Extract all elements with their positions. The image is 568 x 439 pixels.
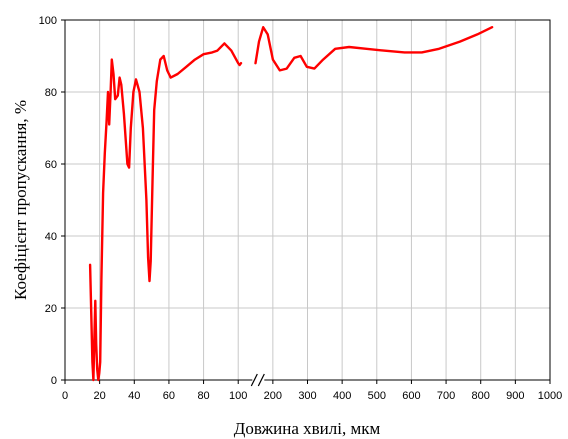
axis-break-mark	[250, 373, 265, 387]
y-tick-label: 80	[45, 87, 57, 99]
x-tick-label: 1000	[538, 390, 562, 402]
y-tick-label: 100	[39, 15, 57, 27]
x-tick-label: 20	[94, 390, 106, 402]
x-tick-label: 40	[128, 390, 140, 402]
x-tick-label: 400	[333, 390, 351, 402]
grid	[65, 20, 550, 380]
y-tick-label: 60	[45, 159, 57, 171]
data-series	[88, 26, 494, 382]
axis-break-slash	[250, 373, 258, 387]
y-tick-label: 20	[45, 303, 57, 315]
x-tick-label: 900	[506, 390, 524, 402]
x-tick-label: 600	[402, 390, 420, 402]
y-axis-title: Коефіцієнт пропускання, %	[11, 100, 30, 300]
x-tick-label: 500	[368, 390, 386, 402]
y-tick-label: 40	[45, 231, 57, 243]
series-line	[254, 26, 494, 72]
series-line	[88, 42, 243, 382]
x-tick-label: 100	[229, 390, 247, 402]
axis-ticks: 0 20 40 60 80 100 200 300 400 500 600 700 800 900 1000…	[39, 15, 563, 402]
x-tick-label: 200	[264, 390, 282, 402]
axis-break-gap	[252, 377, 265, 383]
x-tick-label: 700	[437, 390, 455, 402]
axis-break-slash	[257, 373, 265, 387]
x-axis-title: Довжина хвилі, мкм	[234, 419, 381, 438]
x-tick-label: 800	[472, 390, 490, 402]
x-tick-label: 60	[163, 390, 175, 402]
x-tick-label: 0	[62, 390, 68, 402]
y-tick-label: 0	[51, 375, 57, 387]
x-tick-label: 80	[197, 390, 209, 402]
x-tick-label: 300	[298, 390, 316, 402]
